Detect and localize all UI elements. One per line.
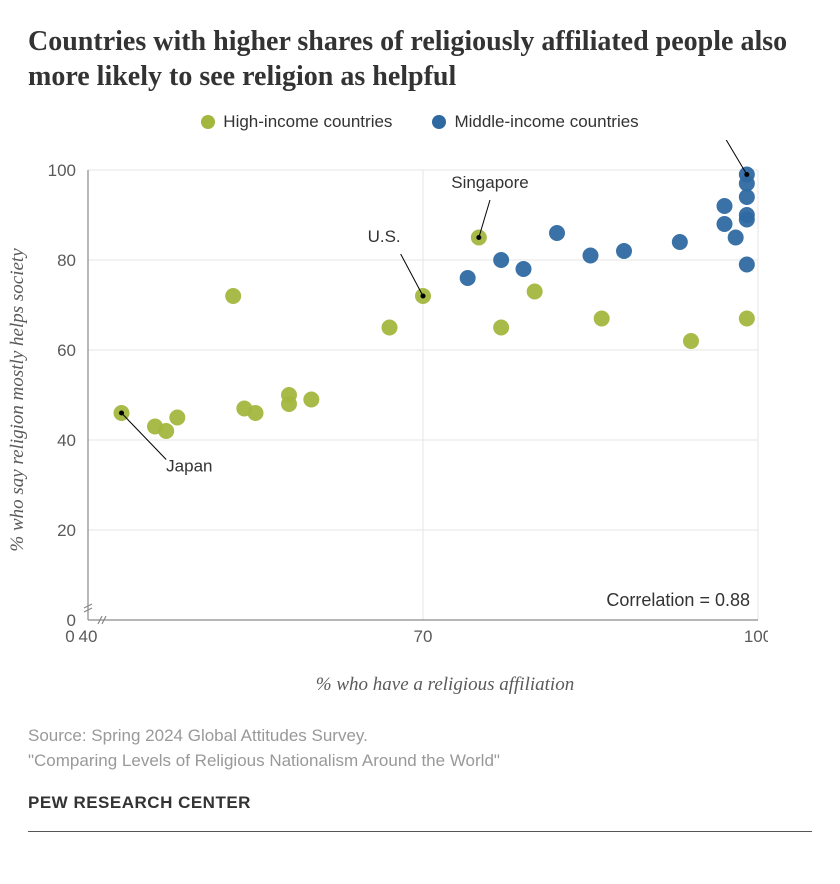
bottom-rule bbox=[28, 831, 812, 832]
svg-text:Singapore: Singapore bbox=[451, 173, 529, 192]
svg-text:Correlation = 0.88: Correlation = 0.88 bbox=[606, 590, 750, 610]
svg-text:100: 100 bbox=[744, 627, 768, 646]
source-note: Source: Spring 2024 Global Attitudes Sur… bbox=[28, 724, 812, 773]
source-line-1: Source: Spring 2024 Global Attitudes Sur… bbox=[28, 724, 812, 749]
legend-swatch-high bbox=[201, 115, 215, 129]
svg-text:40: 40 bbox=[57, 431, 76, 450]
legend-label-high: High-income countries bbox=[223, 112, 392, 132]
legend-item-mid: Middle-income countries bbox=[432, 112, 638, 132]
svg-text:U.S.: U.S. bbox=[368, 227, 401, 246]
source-line-2: "Comparing Levels of Religious Nationali… bbox=[28, 749, 812, 774]
chart-title: Countries with higher shares of religiou… bbox=[28, 24, 812, 94]
legend-swatch-mid bbox=[432, 115, 446, 129]
svg-text:70: 70 bbox=[414, 627, 433, 646]
scatter-plot: 40701000020406080100JapanU.S.SingaporeIn… bbox=[28, 140, 768, 660]
x-axis-label: % who have a religious affiliation bbox=[78, 674, 812, 696]
svg-text:100: 100 bbox=[48, 161, 76, 180]
svg-text:20: 20 bbox=[57, 521, 76, 540]
attribution: PEW RESEARCH CENTER bbox=[28, 793, 812, 813]
legend: High-income countries Middle-income coun… bbox=[28, 112, 812, 132]
svg-text:80: 80 bbox=[57, 251, 76, 270]
legend-label-mid: Middle-income countries bbox=[454, 112, 638, 132]
svg-text:60: 60 bbox=[57, 341, 76, 360]
svg-text:Japan: Japan bbox=[166, 457, 212, 476]
y-axis-label: % who say religion mostly helps society bbox=[7, 248, 29, 551]
chart-area: % who say religion mostly helps society … bbox=[28, 140, 812, 660]
legend-item-high: High-income countries bbox=[201, 112, 392, 132]
svg-text:0: 0 bbox=[67, 611, 76, 630]
svg-text:40: 40 bbox=[79, 627, 98, 646]
